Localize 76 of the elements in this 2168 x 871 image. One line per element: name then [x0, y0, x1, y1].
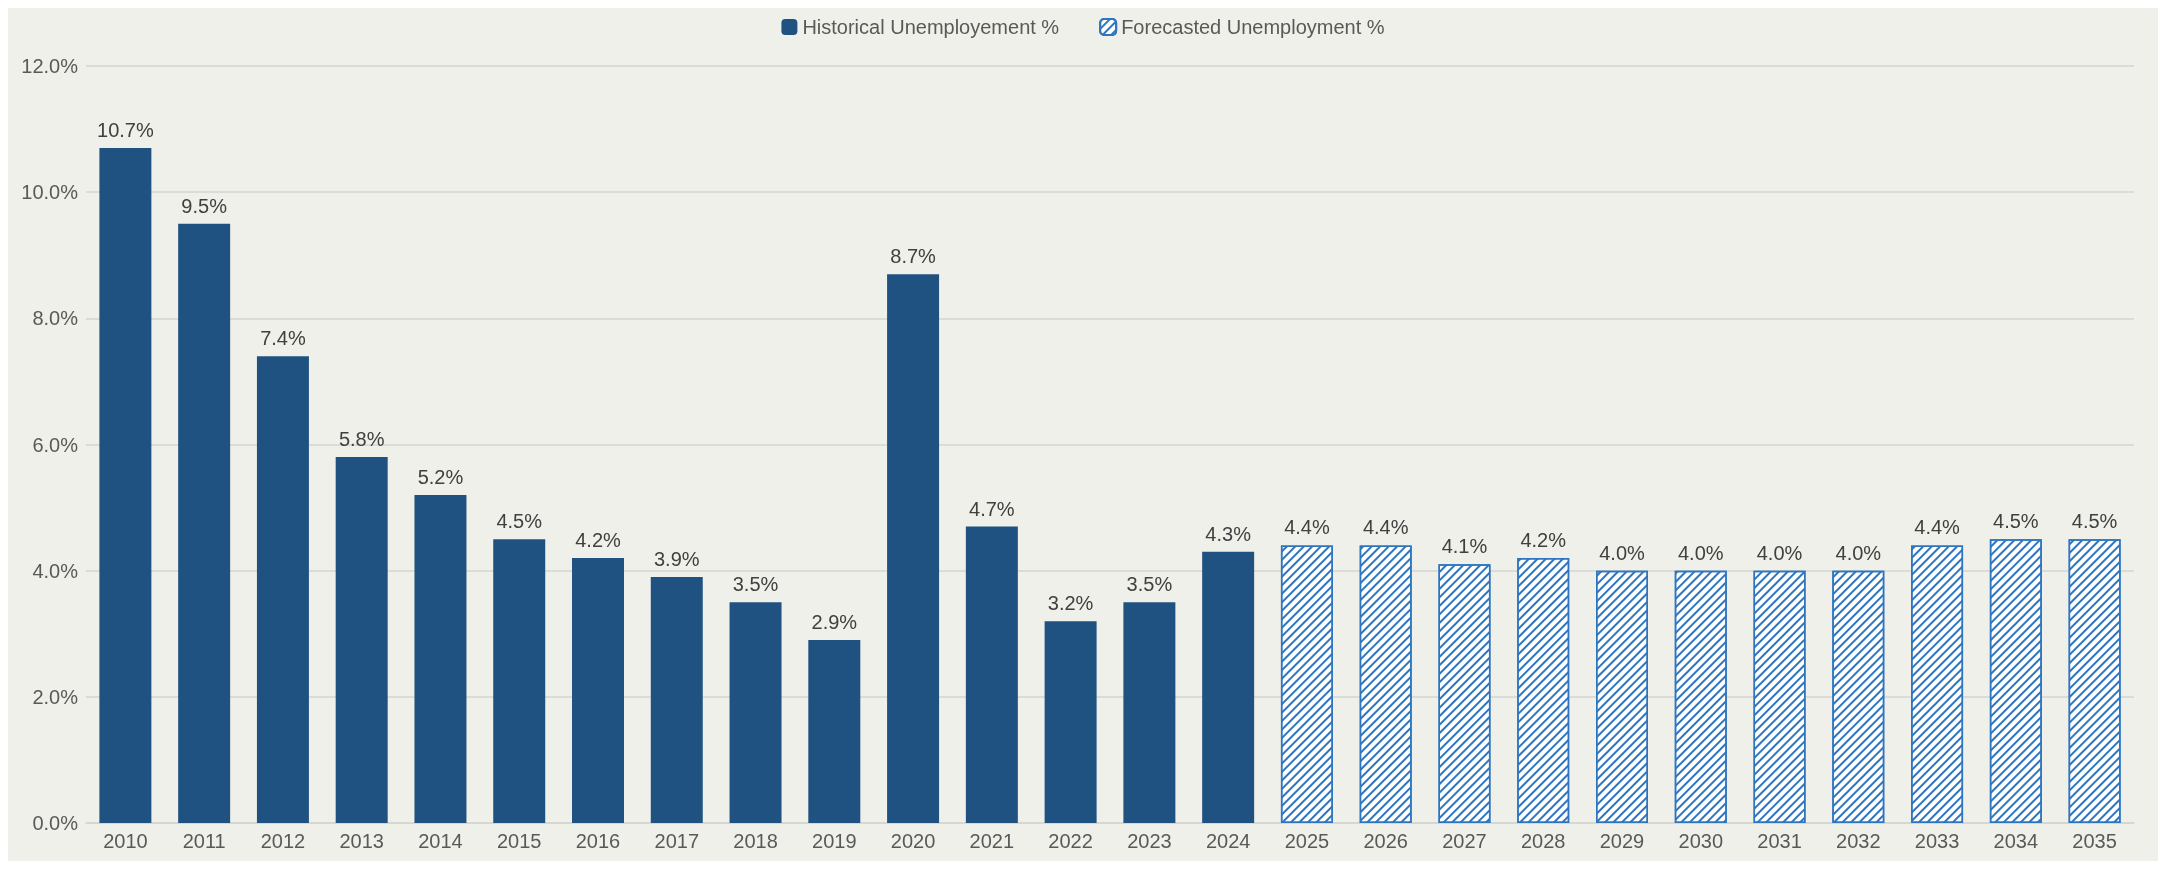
- x-tick-label: 2033: [1914, 830, 1960, 852]
- y-tick-label: 12.0%: [21, 55, 79, 77]
- data-label: 3.5%: [732, 573, 779, 596]
- x-tick-label: 2032: [1836, 830, 1881, 852]
- data-label: 4.4%: [1914, 516, 1961, 539]
- x-tick-label: 2029: [1599, 830, 1645, 852]
- data-label: 4.5%: [496, 510, 543, 533]
- data-label: 5.2%: [417, 465, 464, 488]
- x-tick-label: 2025: [1284, 830, 1330, 852]
- data-label: 4.0%: [1677, 541, 1724, 564]
- data-label: 3.5%: [1126, 573, 1173, 596]
- bar: [414, 494, 467, 823]
- data-label: 4.0%: [1599, 541, 1646, 564]
- y-tick-label: 4.0%: [32, 559, 79, 582]
- x-tick-label: 2028: [1520, 830, 1566, 852]
- bar: [650, 576, 703, 823]
- bar: [256, 356, 309, 823]
- x-tick-label: 2013: [339, 830, 384, 852]
- data-label: 3.9%: [653, 547, 700, 570]
- y-tick-label: 6.0%: [32, 433, 79, 456]
- bar: [1123, 602, 1176, 823]
- bar: [808, 640, 861, 823]
- bar: [572, 558, 624, 823]
- bar: [887, 274, 940, 823]
- data-label: 2.9%: [811, 611, 858, 634]
- data-label: 9.5%: [181, 194, 228, 217]
- data-label: 4.0%: [1756, 541, 1803, 564]
- x-tick-label: 2024: [1205, 830, 1251, 852]
- data-label: 4.4%: [1284, 516, 1330, 539]
- bar: [493, 539, 546, 823]
- y-tick-label: 8.0%: [32, 307, 79, 330]
- bar: [1202, 551, 1255, 823]
- y-tick-label: 2.0%: [32, 685, 79, 708]
- bar: [335, 457, 388, 823]
- bar: [729, 602, 782, 823]
- x-tick-label: 2014: [418, 830, 463, 852]
- data-label: 3.2%: [1047, 592, 1094, 615]
- y-tick-label: 10.0%: [21, 181, 79, 204]
- x-tick-label: 2020: [890, 830, 936, 852]
- legend-label: Historical Unemployement %: [802, 16, 1060, 38]
- legend-label: Forecasted Unemployment %: [1121, 16, 1385, 38]
- bar: [178, 223, 231, 823]
- x-tick-label: 2012: [260, 830, 306, 852]
- x-tick-label: 2015: [496, 830, 542, 852]
- bar: [99, 148, 152, 823]
- y-tick-label: 0.0%: [32, 812, 79, 834]
- x-tick-label: 2011: [182, 830, 226, 852]
- data-label: 4.5%: [1993, 510, 2039, 533]
- data-label: 8.7%: [890, 245, 937, 268]
- data-label: 4.2%: [575, 529, 622, 552]
- data-label: 10.7%: [97, 119, 154, 142]
- data-label: 4.1%: [1441, 535, 1488, 558]
- x-tick-label: 2030: [1678, 830, 1724, 852]
- data-label: 7.4%: [260, 327, 306, 350]
- x-tick-label: 2010: [103, 830, 148, 852]
- x-tick-label: 2017: [654, 830, 700, 852]
- x-tick-label: 2023: [1127, 830, 1172, 852]
- x-tick-label: 2034: [1993, 830, 2039, 852]
- x-tick-label: 2021: [969, 830, 1015, 852]
- data-label: 4.3%: [1205, 522, 1252, 545]
- data-label: 5.8%: [338, 428, 385, 451]
- x-tick-label: 2035: [2072, 830, 2117, 852]
- data-label: 4.0%: [1835, 541, 1882, 564]
- bar: [1044, 621, 1097, 823]
- x-tick-label: 2031: [1757, 830, 1802, 852]
- data-label: 4.2%: [1520, 529, 1567, 552]
- x-tick-label: 2019: [812, 830, 857, 852]
- x-tick-label: 2018: [733, 830, 778, 852]
- data-label: 4.4%: [1362, 516, 1409, 539]
- x-tick-label: 2022: [1048, 830, 1093, 852]
- bar: [965, 526, 1018, 823]
- x-tick-label: 2026: [1363, 830, 1408, 852]
- x-tick-label: 2016: [575, 830, 621, 852]
- data-label: 4.5%: [2071, 510, 2118, 533]
- x-tick-label: 2027: [1442, 830, 1487, 852]
- data-label: 4.7%: [969, 497, 1015, 520]
